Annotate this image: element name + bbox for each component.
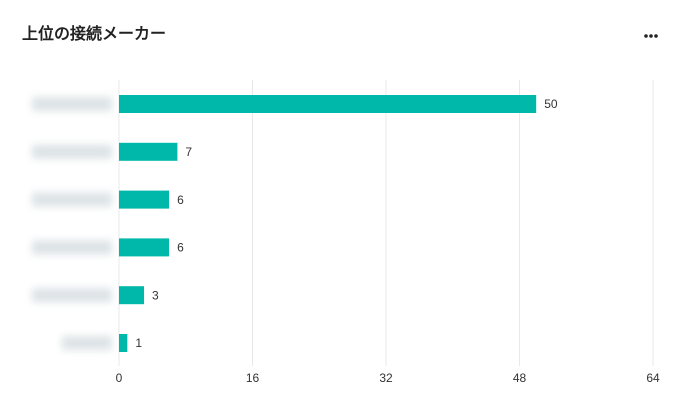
x-tick-label: 64 [646,371,660,385]
blurred-category-label [32,144,112,159]
menu-dot [649,34,653,38]
more-menu[interactable] [640,25,662,45]
x-tick-label: 32 [379,371,393,385]
data-label: 50 [544,97,558,111]
x-tick-label: 16 [246,371,260,385]
data-label: 6 [177,193,184,207]
blurred-category-label [32,97,112,111]
x-tick-label: 0 [116,371,123,385]
data-label: 1 [135,336,142,350]
bar [119,286,145,305]
bar [119,95,537,113]
blurred-category-label [32,288,112,303]
bar [119,142,178,161]
menu-dot [644,34,648,38]
bar [119,238,170,257]
blurred-category-label [32,192,112,207]
chart-title: 上位の接続メーカー [22,24,166,43]
bar [119,190,170,209]
blurred-category-label [62,336,112,350]
menu-dot [654,34,658,38]
blurred-category-label [32,240,112,255]
data-label: 3 [152,288,159,302]
bar [119,334,128,352]
x-tick-label: 48 [513,371,527,385]
data-label: 6 [177,241,184,255]
data-label: 7 [185,145,192,159]
